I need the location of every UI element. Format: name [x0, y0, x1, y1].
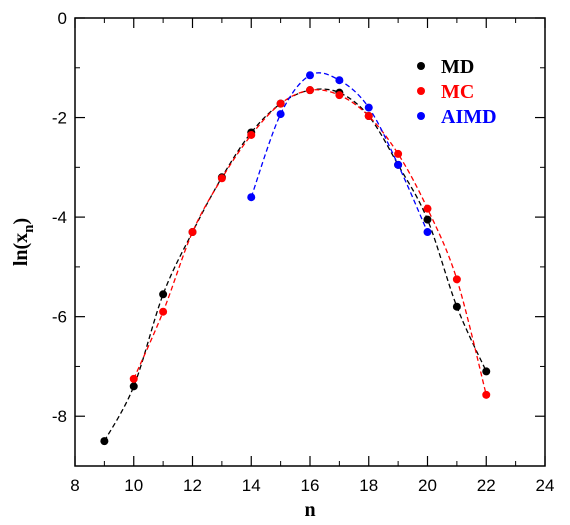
data-point-md: [129, 382, 138, 391]
series-curve-mc: [133, 89, 487, 395]
y-axis-title-close: ): [10, 218, 32, 225]
legend-label-md: MD: [441, 56, 474, 78]
data-point-mc: [423, 204, 432, 213]
y-tick-label: -6: [52, 308, 67, 327]
legend-label-aimd: AIMD: [441, 106, 497, 128]
data-point-md: [423, 215, 432, 224]
data-point-mc: [482, 390, 491, 399]
data-point-mc: [335, 91, 344, 100]
y-tick-label: 0: [58, 9, 67, 28]
y-axis-title-main: ln(x: [10, 233, 32, 266]
fit-curves: [103, 72, 487, 442]
data-point-mc: [159, 307, 168, 316]
x-axis-title: n: [304, 499, 315, 521]
y-axis-title: ln(xn): [10, 218, 37, 266]
data-point-md: [100, 437, 109, 446]
x-tick-label: 10: [124, 476, 143, 495]
legend-marker-mc: [417, 87, 425, 95]
x-tick-label: 18: [359, 476, 378, 495]
data-point-mc: [247, 130, 256, 139]
y-tick-label: -4: [52, 208, 67, 227]
legend-marker-md: [417, 62, 425, 70]
y-tick-label: -8: [52, 407, 67, 426]
x-tick-label: 12: [183, 476, 202, 495]
data-point-aimd: [276, 110, 285, 119]
x-tick-label: 8: [70, 476, 79, 495]
data-point-aimd: [335, 76, 344, 85]
data-point-mc: [276, 99, 285, 108]
data-point-aimd: [364, 103, 373, 112]
y-tick-label: -2: [52, 109, 67, 128]
data-points: [100, 71, 491, 446]
x-tick-label: 22: [477, 476, 496, 495]
y-ticks: 0 -2 -4 -6 -8: [52, 9, 545, 467]
legend-label-mc: MC: [441, 81, 474, 103]
data-point-md: [482, 367, 491, 376]
data-point-mc: [452, 275, 461, 284]
legend: MD MC AIMD: [417, 56, 497, 128]
legend-marker-aimd: [417, 112, 425, 120]
x-ticks: 8 10 12 14 16 18 20 22 24: [70, 18, 554, 495]
x-tick-label: 16: [301, 476, 320, 495]
data-point-aimd: [423, 228, 432, 237]
data-point-md: [452, 302, 461, 311]
data-point-mc: [188, 228, 197, 237]
data-point-aimd: [306, 71, 314, 80]
x-tick-label: 14: [242, 476, 261, 495]
data-point-mc: [217, 174, 226, 183]
data-point-mc: [364, 112, 373, 121]
data-point-mc: [129, 374, 138, 383]
data-point-mc: [394, 149, 403, 158]
data-point-aimd: [394, 160, 403, 169]
series-curve-md: [103, 88, 487, 442]
plot-frame: [74, 17, 546, 467]
x-tick-label: 24: [536, 476, 555, 495]
y-axis-title-subscript: n: [21, 224, 37, 233]
data-point-mc: [306, 86, 314, 95]
x-tick-label: 20: [418, 476, 437, 495]
data-point-aimd: [247, 193, 256, 202]
data-point-md: [159, 290, 168, 299]
